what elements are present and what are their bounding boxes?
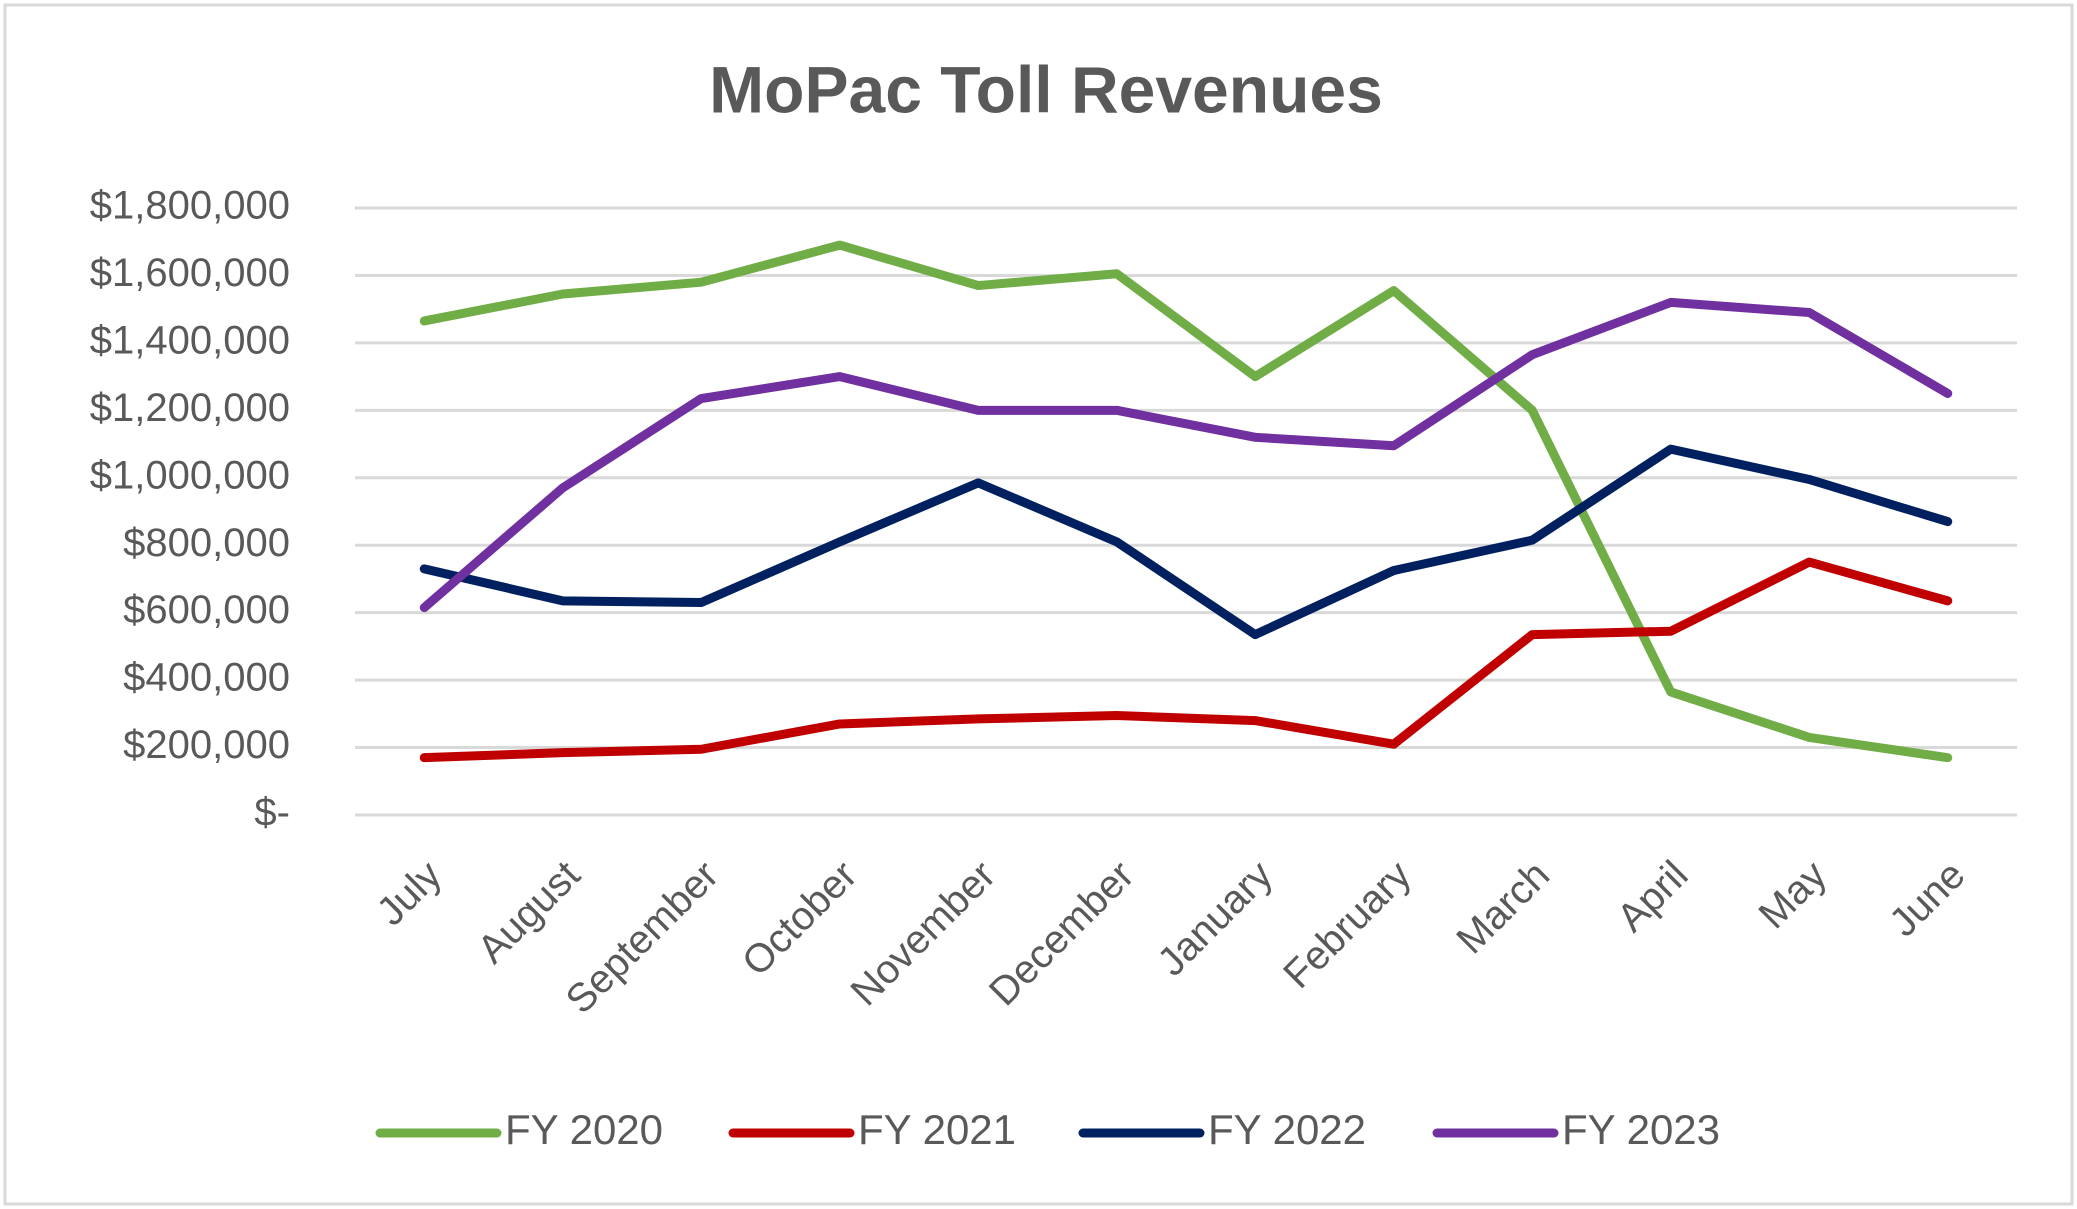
- y-tick-label: $1,600,000: [90, 251, 290, 295]
- chart-title: MoPac Toll Revenues: [709, 52, 1383, 126]
- y-tick-label: $1,800,000: [90, 184, 290, 228]
- y-tick-label: $-: [254, 791, 290, 835]
- y-tick-label: $200,000: [123, 723, 290, 767]
- series-line: [419, 240, 1953, 763]
- legend-label: FY 2022: [1208, 1106, 1366, 1153]
- y-tick-label: $1,400,000: [90, 318, 290, 362]
- y-tick-label: $800,000: [123, 521, 290, 565]
- y-tick-label: $400,000: [123, 656, 290, 700]
- series-line: [419, 297, 1953, 613]
- series-line: [419, 444, 1953, 640]
- y-tick-label: $1,000,000: [90, 453, 290, 497]
- y-tick-label: $1,200,000: [90, 386, 290, 430]
- series-line: [419, 557, 1953, 763]
- y-tick-label: $600,000: [123, 588, 290, 632]
- chart-border: [3, 3, 2074, 1206]
- legend-label: FY 2023: [1562, 1106, 1720, 1153]
- legend-label: FY 2020: [505, 1106, 663, 1153]
- legend-label: FY 2021: [858, 1106, 1016, 1153]
